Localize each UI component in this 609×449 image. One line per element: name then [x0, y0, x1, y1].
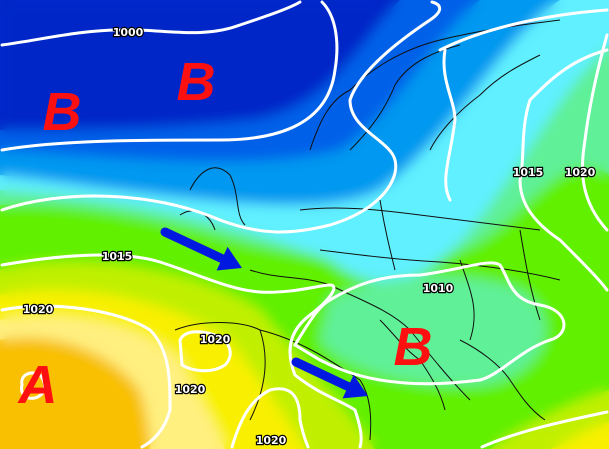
isobar-label: 1010: [423, 282, 454, 295]
isobar-label: 1020: [565, 166, 596, 179]
isobar-1020-east1: [518, 48, 609, 292]
isobar-1020-east2: [580, 33, 609, 232]
wind-arrow-shaft: [291, 357, 353, 392]
isobar-label: 1020: [23, 303, 54, 316]
isobar-1020-south: [230, 387, 310, 449]
coastlines-borders: [174, 19, 561, 441]
isobar-1000: [0, 0, 302, 47]
isobar-1025: [20, 371, 47, 400]
isobar-label: 1020: [200, 333, 231, 346]
isobar-1010-south: [292, 261, 566, 386]
isobar-labels: 1000 1015 1020 1020 1020 1020 1010 1015 1020: [21, 25, 596, 448]
isobar-1020-west: [0, 304, 172, 449]
isobar-1020-southeast: [480, 410, 609, 449]
isobar-label: 1000: [113, 26, 144, 39]
low-pressure-center: B: [43, 82, 82, 142]
isobar-1005: [0, 0, 339, 152]
isobar-label: 1020: [175, 383, 206, 396]
isobar-1015: [0, 253, 363, 449]
wind-arrow-head: [342, 374, 368, 399]
high-pressure-center: A: [17, 355, 58, 415]
pressure-centers: B B A B: [17, 52, 433, 415]
isobar-1015-east2: [442, 48, 457, 202]
isobar-label: 1020: [256, 434, 287, 447]
isobar-label: 1015: [513, 166, 544, 179]
wind-arrow-head: [216, 246, 242, 271]
low-pressure-center: B: [394, 317, 433, 377]
low-pressure-center: B: [177, 52, 216, 112]
isobar-1015-east: [438, 8, 609, 52]
isobar-1010-north: [0, 0, 442, 234]
wind-arrow-shaft: [160, 227, 227, 264]
isobar-label: 1015: [102, 250, 133, 263]
wind-arrows: [160, 227, 368, 399]
isobar-1020-iberia: [178, 330, 232, 373]
